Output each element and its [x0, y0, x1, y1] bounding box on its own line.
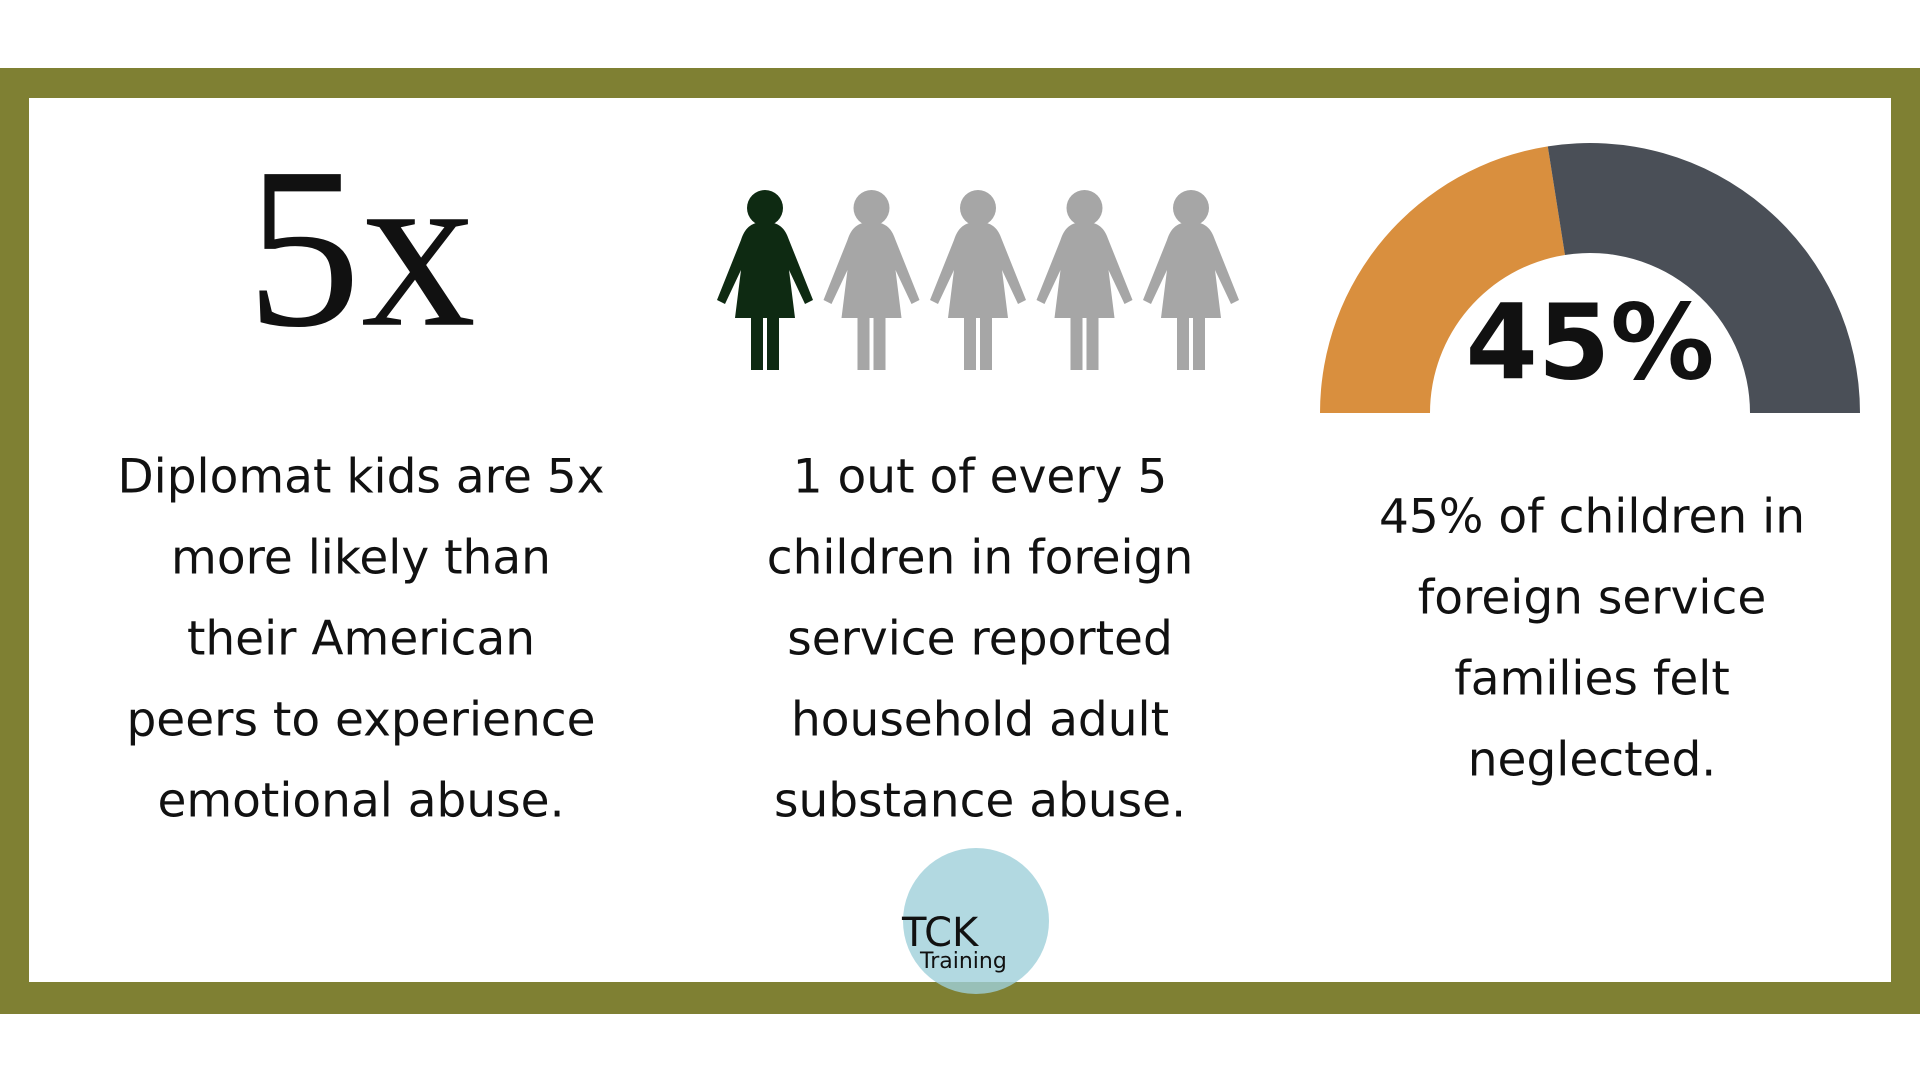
person-body [930, 222, 1026, 370]
body-line: service reported [787, 612, 1173, 667]
body-line: foreign service [1418, 571, 1766, 626]
gauge [1320, 142, 1861, 413]
person-head [853, 190, 890, 226]
person-head [747, 190, 783, 226]
logo-name: Training [919, 949, 1007, 974]
person-icon [930, 190, 1026, 370]
gauge-rest [1547, 142, 1861, 413]
pictogram [717, 190, 1239, 370]
logo-mark: TCK [901, 910, 980, 956]
body-line: families felt [1454, 652, 1730, 707]
person-body [823, 222, 920, 370]
headline: 5x [246, 120, 476, 375]
body-line: emotional abuse. [157, 774, 564, 829]
body-line: 45% of children in [1379, 490, 1805, 545]
body-line: more likely than [171, 531, 551, 586]
person-icon [1143, 190, 1239, 370]
gauge-label: 45% [1466, 281, 1715, 403]
person-body [1036, 222, 1133, 370]
person-head [1066, 190, 1103, 226]
body-line: substance abuse. [774, 774, 1186, 829]
logo-badge [903, 848, 1049, 994]
person-head [1173, 190, 1209, 226]
person-body [1143, 222, 1239, 370]
person-icon [1036, 190, 1133, 370]
person-body [717, 222, 813, 370]
body-line: 1 out of every 5 [793, 450, 1168, 505]
body-line: Diplomat kids are 5x [117, 450, 604, 505]
gauge-value [1320, 146, 1565, 413]
body-line: neglected. [1468, 733, 1716, 788]
body-line: children in foreign [767, 531, 1194, 586]
body-line: household adult [791, 693, 1169, 748]
body-line: peers to experience [126, 693, 595, 748]
person-icon [823, 190, 920, 370]
body-line: their American [187, 612, 535, 667]
person-icon [717, 190, 813, 370]
person-head [960, 190, 996, 226]
